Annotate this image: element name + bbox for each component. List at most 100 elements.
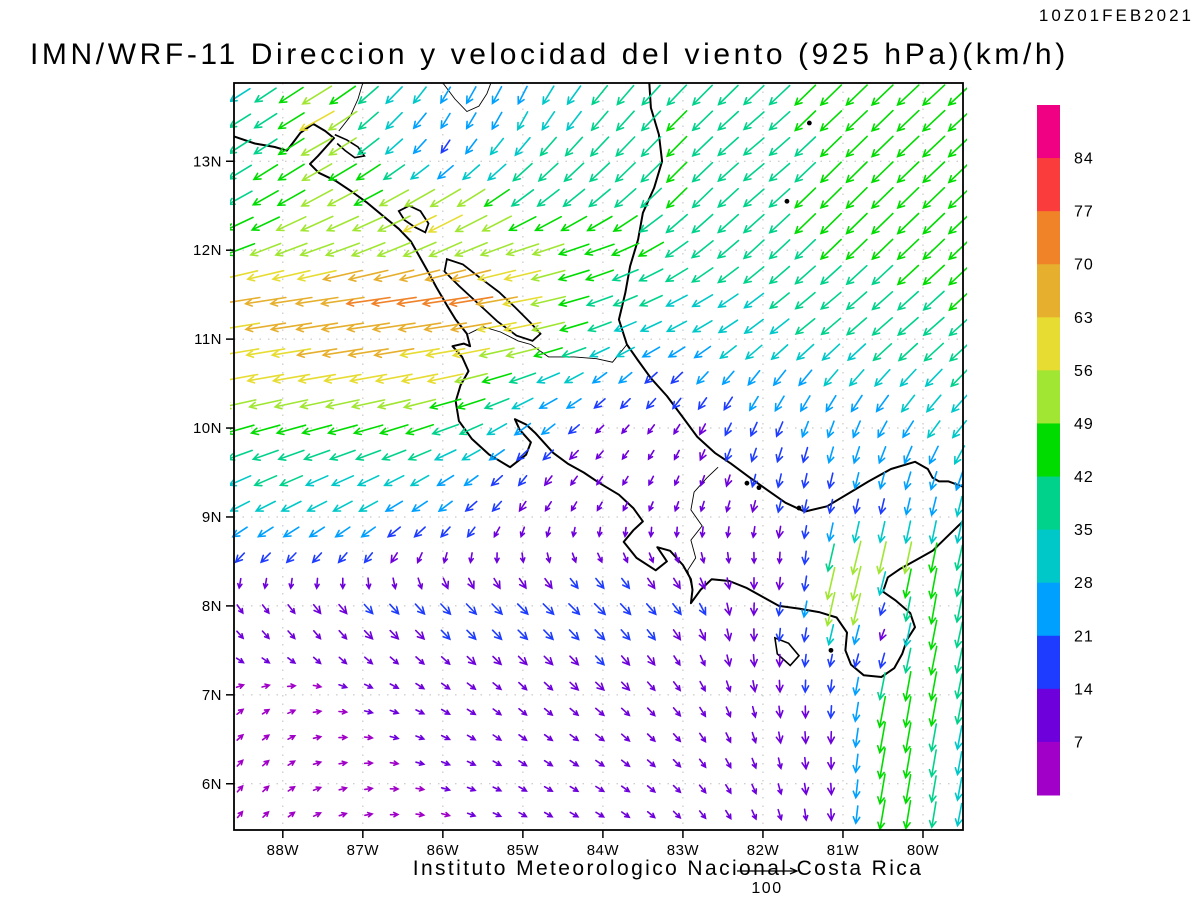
- wind-arrow: [852, 701, 861, 723]
- wind-arrow: [622, 526, 629, 539]
- wind-arrow: [672, 707, 682, 718]
- wind-arrow: [640, 110, 662, 132]
- wind-arrow: [440, 112, 451, 130]
- wind-arrow: [924, 368, 943, 388]
- wind-arrow: [389, 811, 400, 818]
- wind-arrow: [253, 87, 277, 103]
- wind-arrow: [717, 293, 739, 309]
- wind-arrow: [370, 296, 417, 307]
- wind-arrow: [647, 424, 656, 435]
- wind-arrow: [518, 681, 528, 691]
- wind-arrow: [777, 757, 783, 771]
- wind-arrow: [465, 86, 477, 105]
- wind-arrow: [542, 449, 555, 461]
- wind-arrow: [237, 577, 243, 590]
- wind-arrow: [877, 420, 888, 439]
- wind-arrow: [294, 296, 339, 307]
- wind-arrow: [543, 475, 553, 487]
- wind-arrow: [875, 394, 890, 413]
- wind-arrow: [902, 722, 912, 754]
- wind-arrow: [595, 450, 604, 460]
- wind-arrow: [697, 397, 708, 411]
- colorbar-label: 21: [1074, 628, 1094, 645]
- wind-arrow: [929, 496, 938, 517]
- wind-arrow: [768, 213, 791, 234]
- wind-arrow: [439, 86, 452, 105]
- wind-arrow: [696, 371, 709, 385]
- wind-arrow: [353, 189, 383, 206]
- wind-arrow: [750, 577, 758, 591]
- wind-arrow: [389, 603, 400, 615]
- wind-arrow: [451, 347, 491, 359]
- wind-arrow: [277, 137, 305, 156]
- wind-arrow: [801, 525, 810, 540]
- lon-tick-label: 83W: [667, 842, 700, 859]
- wind-arrow: [363, 760, 375, 767]
- wind-arrow: [922, 238, 946, 261]
- lon-tick-label: 81W: [827, 842, 860, 859]
- wind-arrow: [571, 552, 578, 564]
- wind-arrow: [699, 449, 707, 462]
- wind-arrow: [742, 188, 765, 208]
- wind-arrow: [395, 296, 443, 307]
- wind-arrow: [852, 472, 861, 490]
- small-island: [744, 480, 750, 486]
- wind-arrow: [440, 656, 451, 666]
- wind-arrow: [287, 630, 296, 640]
- wind-arrow: [717, 136, 739, 157]
- wind-arrow: [596, 501, 603, 512]
- wind-arrow: [827, 730, 836, 746]
- wind-arrow: [672, 629, 682, 641]
- wind-arrow: [440, 734, 452, 741]
- wind-arrow: [312, 786, 323, 792]
- wind-arrow: [301, 163, 333, 182]
- wind-arrow: [794, 136, 817, 157]
- wind-arrow: [277, 112, 305, 130]
- wind-arrow: [801, 756, 810, 771]
- wind-arrow: [827, 679, 836, 694]
- wind-arrow: [327, 163, 357, 181]
- wind-arrow: [742, 239, 765, 260]
- wind-arrow: [466, 786, 477, 792]
- wind-arrow: [513, 422, 532, 436]
- reference-arrow-label: 100: [751, 880, 782, 897]
- wind-arrow: [569, 475, 578, 487]
- wind-arrow: [493, 577, 501, 590]
- wind-arrow: [665, 161, 688, 184]
- wind-arrow: [717, 110, 739, 131]
- wind-arrow: [947, 215, 967, 235]
- wind-arrow: [821, 343, 841, 361]
- wind-arrow: [699, 500, 706, 513]
- wind-arrow: [698, 602, 707, 616]
- wind-arrow: [775, 576, 784, 591]
- wind-arrow: [412, 112, 427, 130]
- wind-arrow: [717, 162, 739, 183]
- wind-arrow: [742, 266, 765, 284]
- wind-arrow: [560, 347, 587, 358]
- wind-arrow: [725, 758, 732, 770]
- wind-arrow: [794, 110, 817, 132]
- wind-arrow: [928, 645, 938, 677]
- wind-arrow: [568, 629, 580, 641]
- wind-arrow: [487, 163, 507, 182]
- wind-arrow: [287, 735, 297, 741]
- wind-arrow: [640, 161, 662, 183]
- wind-arrow: [597, 552, 603, 564]
- wind-arrow: [566, 110, 582, 132]
- wind-arrow: [850, 540, 862, 576]
- wind-arrow: [845, 110, 868, 132]
- wind-arrow: [750, 473, 758, 489]
- wind-arrow: [312, 709, 323, 715]
- wind-arrow: [466, 708, 477, 716]
- wind-arrow: [928, 567, 938, 600]
- wind-arrow: [494, 552, 500, 565]
- wind-arrow: [641, 346, 661, 358]
- wind-arrow: [463, 474, 479, 487]
- wind-arrow: [819, 84, 843, 107]
- colorbar-label: 28: [1074, 575, 1094, 592]
- wind-arrow: [399, 348, 440, 359]
- wind-arrow: [415, 629, 426, 641]
- wind-arrow: [277, 163, 305, 181]
- wind-arrow: [363, 734, 375, 741]
- colorbar-label: 84: [1074, 151, 1094, 168]
